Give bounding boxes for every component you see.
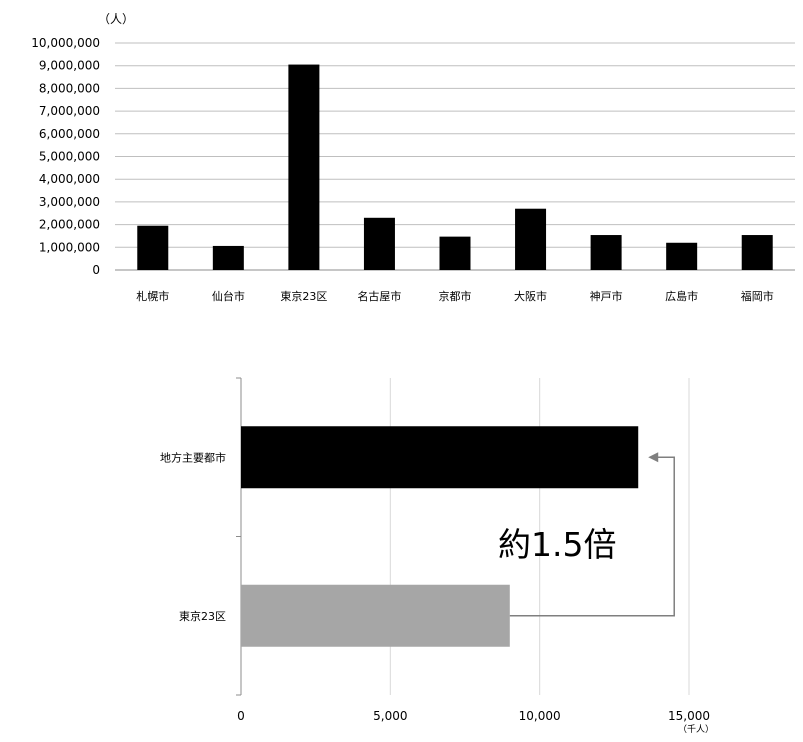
bar <box>741 235 773 270</box>
x-category-label: 大阪市 <box>514 289 547 303</box>
bar <box>666 242 698 270</box>
y-category-label: 東京23区 <box>179 609 226 623</box>
bar <box>212 245 244 270</box>
x-category-label: 神戸市 <box>590 289 623 303</box>
comparison-arrow-head <box>648 452 659 463</box>
bar <box>288 64 320 270</box>
ratio-annotation: 約1.5倍 <box>498 525 616 564</box>
x-tick-label: 5,000 <box>373 709 407 723</box>
x-category-label: 東京23区 <box>280 289 327 303</box>
y-tick-label: 3,000,000 <box>39 195 100 209</box>
x-axis-unit-label: （千人） <box>678 724 714 735</box>
y-axis-unit-label: （人） <box>98 12 134 26</box>
x-category-label: 福岡市 <box>741 289 774 303</box>
x-category-label: 名古屋市 <box>357 289 401 303</box>
bar <box>241 584 510 647</box>
y-category-label: 地方主要都市 <box>160 450 226 464</box>
y-tick-label: 7,000,000 <box>39 104 100 118</box>
bar <box>363 217 395 270</box>
comparison-arrow <box>509 456 675 617</box>
x-category-label: 仙台市 <box>212 289 245 303</box>
y-tick-label: 5,000,000 <box>39 150 100 164</box>
x-category-label: 札幌市 <box>136 289 169 303</box>
x-category-label: 広島市 <box>665 289 698 303</box>
y-tick-label: 8,000,000 <box>39 81 100 95</box>
bar <box>137 225 169 270</box>
y-tick-label: 9,000,000 <box>39 59 100 73</box>
y-tick-label: 4,000,000 <box>39 172 100 186</box>
population-bar-chart: （人） 0 1,000,000 2,000,000 3,000,000 4,000,00… <box>31 12 795 303</box>
y-tick-label: 1,000,000 <box>39 240 100 254</box>
bar <box>515 208 547 270</box>
bar <box>590 235 622 270</box>
y-tick-label: 0 <box>92 263 100 277</box>
x-category-label: 京都市 <box>439 289 472 303</box>
y-tick-label: 10,000,000 <box>31 36 100 50</box>
bar <box>241 426 639 489</box>
x-tick-label: 0 <box>237 709 245 723</box>
y-tick-label: 2,000,000 <box>39 218 100 232</box>
y-tick-label: 6,000,000 <box>39 127 100 141</box>
bar <box>439 236 471 270</box>
x-tick-label: 15,000 <box>668 709 710 723</box>
x-tick-label: 10,000 <box>519 709 561 723</box>
